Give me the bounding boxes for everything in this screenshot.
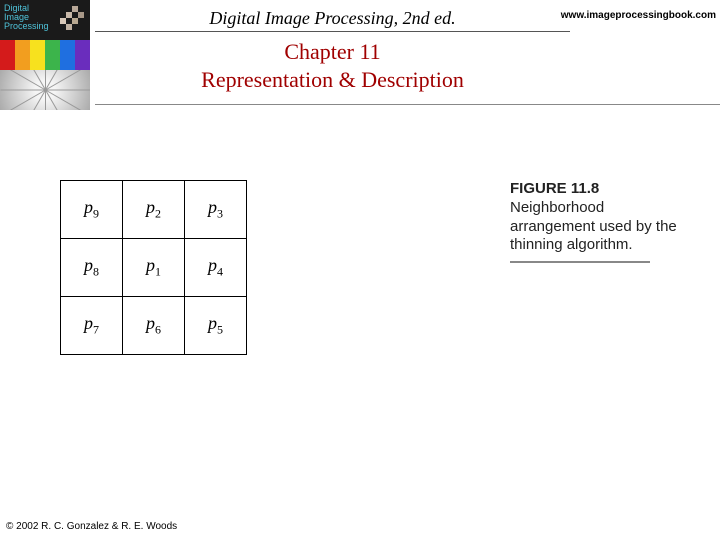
- spectrum-seg: [60, 40, 75, 70]
- grid-cell: p8: [61, 239, 123, 297]
- header-title-area: Digital Image Processing, 2nd ed. Chapte…: [95, 8, 570, 93]
- header-rule-top: [95, 31, 570, 32]
- grid-cell: p7: [61, 297, 123, 355]
- grid-row: p9 p2 p3: [61, 181, 247, 239]
- figure-caption: FIGURE 11.8 Neighborhood arrangement use…: [510, 180, 690, 263]
- spectrum-seg: [0, 40, 15, 70]
- grid-cell: p4: [185, 239, 247, 297]
- spectrum-seg: [75, 40, 90, 70]
- chapter-number: Chapter 11: [284, 39, 380, 64]
- pixel: [72, 18, 78, 24]
- grid-row: p8 p1 p4: [61, 239, 247, 297]
- caption-rule: [510, 261, 650, 263]
- figure-text: Neighborhood arrangement used by the thi…: [510, 199, 677, 254]
- neighborhood-grid-wrap: p9 p2 p3 p8 p1 p4 p7 p6 p5: [60, 180, 247, 355]
- grid-cell: p5: [185, 297, 247, 355]
- book-cover-thumbnail: Digital Image Processing: [0, 0, 90, 110]
- cover-title: Digital Image Processing: [4, 4, 49, 31]
- spectrum-seg: [30, 40, 45, 70]
- book-title: Digital Image Processing, 2nd ed.: [95, 8, 570, 31]
- pixel: [66, 24, 72, 30]
- cover-spectrum: [0, 40, 90, 70]
- neighborhood-grid: p9 p2 p3 p8 p1 p4 p7 p6 p5: [60, 180, 247, 355]
- copyright: © 2002 R. C. Gonzalez & R. E. Woods: [6, 521, 177, 532]
- figure-label: FIGURE 11.8: [510, 180, 599, 197]
- pixel: [78, 12, 84, 18]
- grid-cell: p3: [185, 181, 247, 239]
- grid-cell: p9: [61, 181, 123, 239]
- grid-cell: p1: [123, 239, 185, 297]
- spectrum-seg: [45, 40, 60, 70]
- spectrum-seg: [15, 40, 30, 70]
- website-url: www.imageprocessingbook.com: [561, 10, 716, 21]
- grid-cell: p6: [123, 297, 185, 355]
- cover-word-3: Processing: [4, 21, 49, 31]
- cover-eye: [0, 70, 90, 110]
- grid-cell: p2: [123, 181, 185, 239]
- chapter-title: Chapter 11 Representation & Description: [95, 38, 570, 93]
- chapter-name: Representation & Description: [201, 67, 464, 92]
- header-rule-bottom: [95, 104, 720, 105]
- cover-top: Digital Image Processing: [0, 0, 90, 40]
- grid-row: p7 p6 p5: [61, 297, 247, 355]
- cover-pixel-motif: [48, 6, 86, 34]
